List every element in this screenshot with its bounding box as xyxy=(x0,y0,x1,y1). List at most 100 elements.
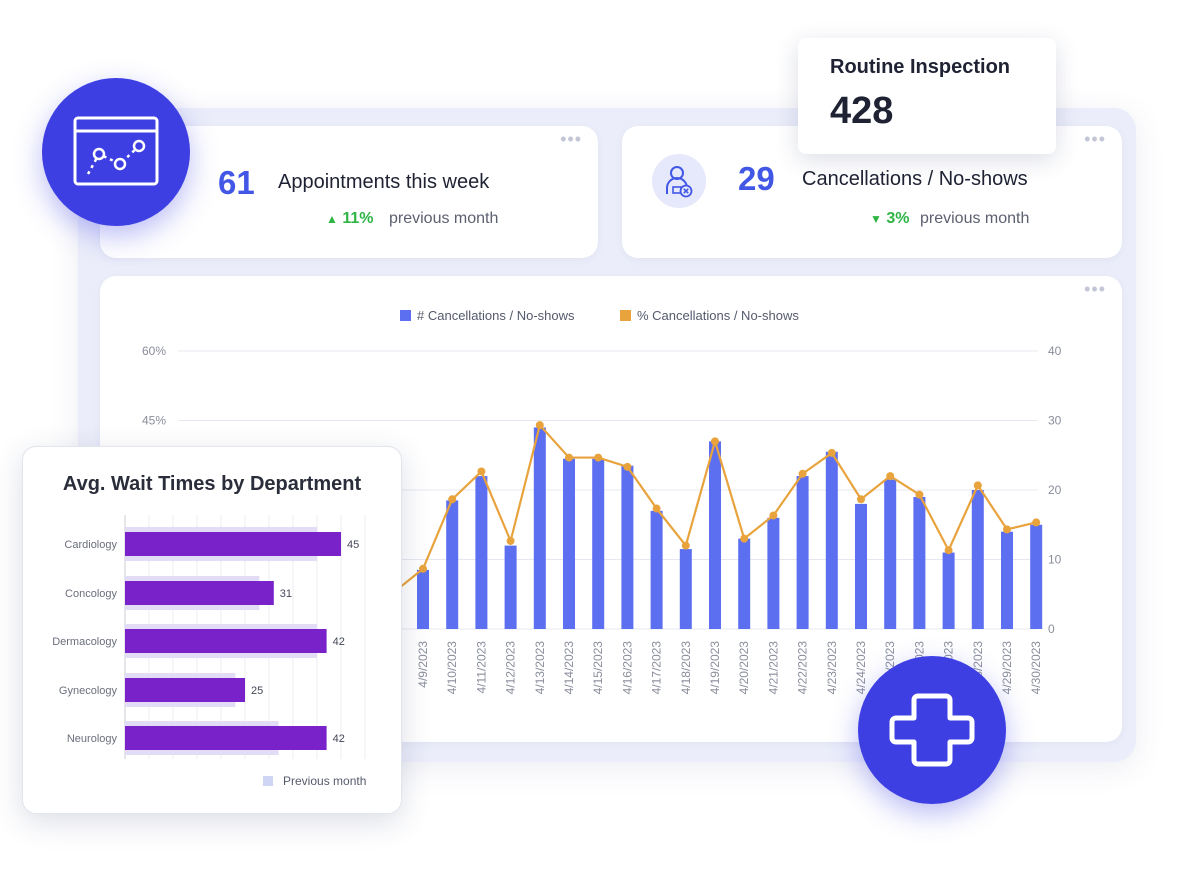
x-axis-tick: 4/20/2023 xyxy=(737,641,751,695)
x-axis-tick: 4/24/2023 xyxy=(854,641,868,695)
x-axis-tick: 4/16/2023 xyxy=(620,641,634,695)
bar xyxy=(1001,531,1013,629)
wait-times-bar-chart: 45 Cardiology 31 Concology 42 Dermacology 25 Gy… xyxy=(52,515,366,788)
line-point xyxy=(798,469,807,478)
bar xyxy=(825,451,838,629)
category-label: Gynecology xyxy=(59,685,118,697)
legend-label: % Cancellations / No-shows xyxy=(637,308,799,323)
cancellations-delta-suffix: previous month xyxy=(920,210,1030,227)
legend-label: Previous month xyxy=(283,774,366,788)
person-cancel-icon xyxy=(652,154,706,208)
bar xyxy=(884,479,897,629)
left-axis-tick: 60% xyxy=(142,344,166,358)
line-point xyxy=(886,472,895,481)
bar xyxy=(1030,524,1043,629)
more-options-icon[interactable]: ••• xyxy=(1084,279,1106,299)
line-point xyxy=(565,453,573,462)
line-point xyxy=(652,504,661,513)
x-axis-tick: 4/17/2023 xyxy=(650,641,664,695)
line-point xyxy=(944,546,953,555)
right-axis-tick: 40 xyxy=(1048,344,1062,358)
x-axis-tick: 4/18/2023 xyxy=(679,641,693,695)
cancellations-label: Cancellations / No-shows xyxy=(802,168,1028,190)
data-label: 45 xyxy=(347,539,359,551)
bar xyxy=(738,538,751,629)
data-label: 31 xyxy=(280,588,292,600)
line-point xyxy=(857,495,865,504)
right-axis-tick: 20 xyxy=(1048,483,1062,497)
bar xyxy=(592,458,605,629)
x-axis-tick: 4/14/2023 xyxy=(562,641,576,695)
x-axis-tick: 4/11/2023 xyxy=(474,641,488,694)
more-options-icon[interactable]: ••• xyxy=(1084,129,1106,149)
bar xyxy=(650,510,663,629)
category-label: Cardiology xyxy=(64,539,117,551)
x-axis-tick: 4/29/2023 xyxy=(1000,641,1014,695)
line-point xyxy=(506,536,515,545)
cancellations-combo-chart: # Cancellations / No-shows % Cancellation… xyxy=(142,308,1062,695)
x-axis-tick: 4/15/2023 xyxy=(591,641,605,695)
x-axis-tick: 4/22/2023 xyxy=(796,641,810,695)
category-label: Neurology xyxy=(67,733,118,745)
x-axis-tick: 4/10/2023 xyxy=(445,641,459,695)
right-axis-tick: 0 xyxy=(1048,622,1055,636)
routine-inspection-title: Routine Inspection xyxy=(830,56,1010,78)
trend-down-icon: ▼ xyxy=(870,212,882,226)
line-point xyxy=(711,437,719,446)
chart-window-icon xyxy=(42,78,190,226)
x-axis-tick: 4/13/2023 xyxy=(533,641,547,695)
line-point xyxy=(681,541,690,550)
routine-inspection-card: Routine Inspection 428 xyxy=(798,38,1056,154)
line-point xyxy=(477,467,486,476)
bar xyxy=(533,427,546,629)
line-point xyxy=(740,534,749,543)
bar xyxy=(475,476,488,629)
right-axis-tick: 30 xyxy=(1048,414,1062,428)
routine-inspection-value: 428 xyxy=(830,90,894,132)
bar xyxy=(971,490,984,629)
wait-times-title: Avg. Wait Times by Department xyxy=(62,473,362,495)
right-axis-tick: 10 xyxy=(1048,553,1062,567)
bar xyxy=(709,441,721,629)
category-label: Dermacology xyxy=(52,636,117,648)
trend-up-icon: ▲ xyxy=(326,212,338,226)
legend-swatch xyxy=(263,776,273,786)
line-point xyxy=(915,490,924,499)
bar xyxy=(125,629,327,653)
bar xyxy=(125,678,245,702)
x-axis-tick: 4/23/2023 xyxy=(825,641,839,695)
x-axis-tick: 4/12/2023 xyxy=(504,641,518,695)
cancellations-delta: ▼ 3% xyxy=(870,210,910,227)
bar xyxy=(125,532,341,556)
bar xyxy=(125,581,274,605)
legend-swatch xyxy=(620,310,631,321)
left-axis-tick: 45% xyxy=(142,414,166,428)
appointments-delta: ▲ 11% xyxy=(326,210,374,227)
line-point xyxy=(623,462,632,471)
bar xyxy=(942,552,955,629)
wait-times-card: Avg. Wait Times by Department 45 Cardiolo… xyxy=(22,446,402,814)
bar xyxy=(621,465,634,629)
appointments-label: Appointments this week xyxy=(278,171,490,193)
line-point xyxy=(769,511,778,520)
line-point xyxy=(827,448,836,457)
x-axis-tick: 4/30/2023 xyxy=(1029,641,1043,695)
category-label: Concology xyxy=(65,588,117,600)
line-point xyxy=(1003,525,1011,534)
line-point xyxy=(1032,518,1041,527)
bar xyxy=(913,496,926,629)
line-point xyxy=(448,495,457,504)
bar xyxy=(767,517,780,629)
legend-swatch xyxy=(400,310,411,321)
line-point xyxy=(419,564,427,573)
bar xyxy=(417,569,429,629)
bar xyxy=(796,476,809,629)
x-axis-tick: 4/19/2023 xyxy=(708,641,722,695)
line-point xyxy=(535,421,544,430)
bar xyxy=(679,549,692,629)
more-options-icon[interactable]: ••• xyxy=(560,129,582,149)
line-point xyxy=(973,481,982,490)
data-label: 42 xyxy=(333,733,345,745)
bar xyxy=(125,726,327,750)
x-axis-tick: 4/21/2023 xyxy=(766,641,780,695)
